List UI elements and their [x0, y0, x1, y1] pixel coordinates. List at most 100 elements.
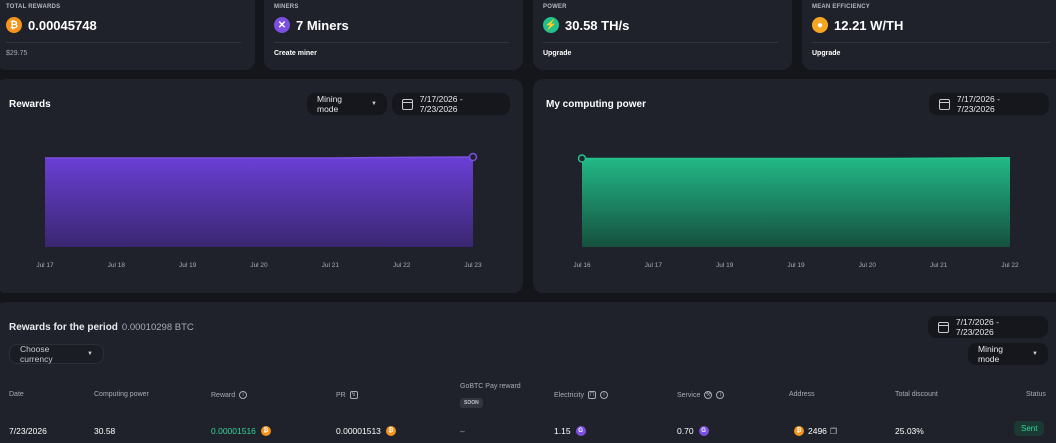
header-date: Date [9, 391, 24, 398]
stat-value: 12.21 W/TH [834, 17, 904, 33]
power-date-picker[interactable]: 7/17/2026 - 7/23/2026 [929, 93, 1049, 115]
bulb-icon: ● [812, 17, 828, 33]
choose-currency-label: Choose currency [20, 344, 53, 364]
electricity-value: 1.15 [554, 426, 571, 436]
address-value: 2496 [808, 426, 827, 436]
table-mining-mode-dropdown[interactable]: Mining mode ▼ [968, 343, 1048, 365]
header-gobtc: GoBTC Pay reward [460, 383, 521, 390]
rewards-x-tick-label: Jul 19 [179, 262, 197, 269]
power-data-point[interactable] [577, 154, 587, 163]
date-range-label: 7/17/2026 - 7/23/2026 [956, 94, 1000, 114]
rewards-data-point[interactable] [468, 152, 478, 162]
rewards-x-tick-label: Jul 18 [108, 262, 126, 269]
gmt-token-icon: G [575, 426, 586, 436]
copy-icon[interactable]: ❐ [829, 426, 838, 436]
bitcoin-icon: ₿ [794, 426, 804, 436]
rewards-date-picker[interactable]: 7/17/2026 - 7/23/2026 [392, 93, 510, 115]
cell-service: 0.70 G [677, 426, 709, 436]
power-area-fill [582, 157, 1010, 247]
header-pr-label: PR [336, 391, 346, 399]
plug-icon: ⊓ [587, 391, 596, 399]
stat-label: MINERS [274, 4, 299, 10]
calendar-icon [402, 98, 413, 110]
bitcoin-icon: ₿ [385, 426, 396, 436]
header-address: Address [789, 391, 815, 398]
header-service-label: Service [677, 391, 701, 399]
chevron-down-icon: ▼ [1032, 351, 1038, 357]
rewards-area-fill [45, 157, 473, 247]
mining-mode-label: Mining mode [317, 94, 343, 114]
header-status: Status [1026, 391, 1046, 398]
table-total: 0.00010298 BTC [121, 322, 194, 333]
date-range-label: 7/17/2026 - 7/23/2026 [955, 317, 999, 337]
stat-value: 30.58 TH/s [565, 17, 630, 33]
divider [6, 42, 241, 43]
stat-label: TOTAL REWARDS [6, 4, 61, 10]
service-value: 0.70 [677, 426, 694, 436]
pr-value: 0.00001513 [336, 426, 381, 436]
header-computing-power: Computing power [94, 391, 149, 398]
info-icon[interactable]: i [239, 391, 248, 399]
computing-power-title: My computing power [546, 99, 646, 110]
table-date-picker[interactable]: 7/17/2026 - 7/23/2026 [928, 316, 1048, 338]
divider [274, 42, 509, 43]
wrench-icon: ⚒ [704, 391, 713, 399]
power-x-tick-label: Jul 21 [930, 262, 948, 269]
calendar-icon [938, 321, 949, 333]
rewards-panel: Rewards Mining mode ▼ 7/17/2026 - 7/23/2… [0, 79, 523, 293]
cell-date: 7/23/2026 [9, 426, 47, 436]
info-icon[interactable]: i [716, 391, 725, 399]
mining-mode-label: Mining mode [978, 344, 1004, 364]
stat-card-miners: MINERS ✕ 7 Miners Create miner [264, 0, 523, 70]
power-x-tick-label: Jul 19 [716, 262, 734, 269]
computing-power-area-chart: Jul 16 Jul 17 Jul 19 Jul 19 Jul 20 Jul 21 Jul … [573, 154, 1019, 269]
header-reward: Reward i [211, 391, 248, 399]
rewards-x-tick-label: Jul 23 [464, 262, 482, 269]
cell-address[interactable]: ₿ 2496 ❐ [794, 426, 837, 436]
cell-reward: 0.00001516 ₿ [211, 426, 271, 436]
power-x-tick-label: Jul 17 [645, 262, 663, 269]
header-electricity: Electricity ⊓ i [554, 391, 608, 399]
rewards-x-tick-label: Jul 17 [36, 262, 54, 269]
table-title-label: Rewards for the period [9, 322, 118, 333]
header-service: Service ⚒ i [677, 391, 725, 399]
stat-sub-usd: $29.75 [6, 50, 28, 57]
rewards-x-tick-label: Jul 22 [393, 262, 411, 269]
stat-label: POWER [543, 4, 567, 10]
mining-mode-dropdown[interactable]: Mining mode ▼ [307, 93, 387, 115]
upgrade-power-link[interactable]: Upgrade [543, 50, 572, 57]
header-reward-label: Reward [211, 391, 236, 399]
header-pr: PR ↯ [336, 391, 358, 399]
reward-value: 0.00001516 [211, 426, 256, 436]
rewards-table-panel: Rewards for the period 0.00010298 BTC 7/… [0, 302, 1056, 443]
cell-computing-power: 30.58 [94, 426, 116, 436]
upgrade-efficiency-link[interactable]: Upgrade [812, 50, 841, 57]
divider [812, 42, 1050, 43]
divider [543, 42, 778, 43]
stat-card-total-rewards: TOTAL REWARDS ₿ 0.00045748 $29.75 [0, 0, 255, 70]
calendar-icon [939, 98, 950, 110]
soon-badge: SOON [460, 398, 483, 408]
pr-icon: ↯ [349, 391, 358, 399]
cell-total-discount: 25.03% [895, 426, 924, 436]
cell-pr: 0.00001513 ₿ [336, 426, 396, 436]
power-x-tick-label: Jul 16 [573, 262, 591, 269]
cell-electricity: 1.15 G [554, 426, 586, 436]
power-series-line [582, 156, 1011, 160]
create-miner-link[interactable]: Create miner [274, 50, 317, 57]
chevron-down-icon: ▼ [371, 101, 377, 107]
stat-card-power: POWER ⚡ 30.58 TH/s Upgrade [533, 0, 792, 70]
bitcoin-icon: ₿ [260, 426, 271, 436]
header-electricity-label: Electricity [554, 391, 584, 399]
gmt-token-icon: G [698, 426, 709, 436]
header-total-discount: Total discount [895, 391, 938, 398]
info-icon[interactable]: i [599, 391, 608, 399]
stat-label: MEAN EFFICIENCY [812, 4, 871, 10]
table-title: Rewards for the period 0.00010298 BTC [9, 322, 194, 333]
choose-currency-dropdown[interactable]: Choose currency ▼ [9, 344, 104, 364]
stat-value: 7 Miners [296, 17, 349, 33]
cell-gobtc: – [460, 426, 465, 436]
bitcoin-icon: ₿ [6, 17, 22, 33]
computing-power-panel: My computing power 7/17/2026 - 7/23/2026… [533, 79, 1056, 293]
lightning-icon: ⚡ [543, 17, 559, 33]
